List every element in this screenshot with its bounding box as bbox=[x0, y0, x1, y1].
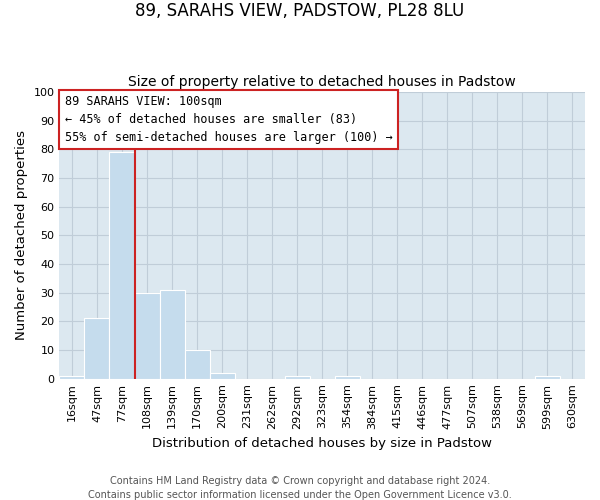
Bar bbox=[109, 152, 134, 378]
Bar bbox=[284, 376, 310, 378]
Bar bbox=[160, 290, 185, 378]
Bar bbox=[134, 292, 160, 378]
Y-axis label: Number of detached properties: Number of detached properties bbox=[15, 130, 28, 340]
Text: Contains HM Land Registry data © Crown copyright and database right 2024.
Contai: Contains HM Land Registry data © Crown c… bbox=[88, 476, 512, 500]
Bar bbox=[335, 376, 360, 378]
Bar bbox=[85, 318, 109, 378]
X-axis label: Distribution of detached houses by size in Padstow: Distribution of detached houses by size … bbox=[152, 437, 492, 450]
Bar bbox=[209, 373, 235, 378]
Bar bbox=[185, 350, 209, 378]
Bar bbox=[59, 376, 85, 378]
Text: 89, SARAHS VIEW, PADSTOW, PL28 8LU: 89, SARAHS VIEW, PADSTOW, PL28 8LU bbox=[136, 2, 464, 21]
Text: 89 SARAHS VIEW: 100sqm
← 45% of detached houses are smaller (83)
55% of semi-det: 89 SARAHS VIEW: 100sqm ← 45% of detached… bbox=[65, 95, 392, 144]
Bar bbox=[535, 376, 560, 378]
Title: Size of property relative to detached houses in Padstow: Size of property relative to detached ho… bbox=[128, 76, 516, 90]
